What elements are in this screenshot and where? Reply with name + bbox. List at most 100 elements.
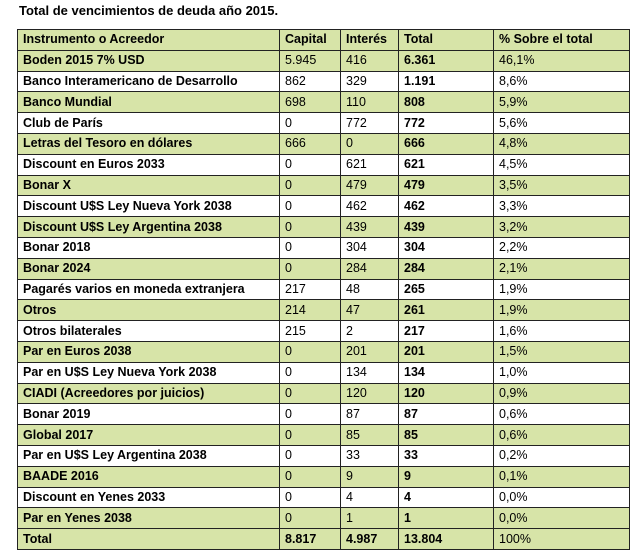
total-cell: 304 bbox=[398, 236, 494, 259]
capital-cell: 0 bbox=[279, 257, 341, 280]
interes-cell: 47 bbox=[340, 299, 399, 322]
total-capital-cell: 8.817 bbox=[279, 528, 341, 550]
interes-cell: 621 bbox=[340, 153, 399, 176]
interes-cell: 87 bbox=[340, 403, 399, 426]
interes-cell: 0 bbox=[340, 132, 399, 155]
column-header-percent: % Sobre el total bbox=[493, 29, 630, 51]
total-cell: 284 bbox=[398, 257, 494, 280]
interes-cell: 110 bbox=[340, 91, 399, 114]
total-cell: 462 bbox=[398, 195, 494, 218]
capital-cell: 0 bbox=[279, 361, 341, 384]
percent-cell: 4,5% bbox=[493, 153, 630, 176]
capital-cell: 5.945 bbox=[279, 49, 341, 72]
instrument-name-cell: Pagarés varios en moneda extranjera bbox=[17, 278, 280, 301]
capital-cell: 0 bbox=[279, 424, 341, 446]
table-row: Pagarés varios en moneda extranjera 217 48… bbox=[17, 278, 630, 301]
table-header-row: Instrumento o Acreedor Capital Interés T… bbox=[17, 29, 630, 51]
total-cell: 666 bbox=[398, 132, 494, 155]
instrument-name-cell: Bonar X bbox=[17, 174, 280, 197]
capital-cell: 0 bbox=[279, 486, 341, 509]
instrument-name-cell: Bonar 2019 bbox=[17, 403, 280, 426]
interes-cell: 439 bbox=[340, 216, 399, 238]
interes-cell: 120 bbox=[340, 382, 399, 405]
capital-cell: 0 bbox=[279, 382, 341, 405]
total-cell: 1.191 bbox=[398, 70, 494, 93]
total-cell: 808 bbox=[398, 91, 494, 114]
table-row: Bonar 2019 0 87 87 0,6% bbox=[17, 403, 630, 426]
interes-cell: 329 bbox=[340, 70, 399, 93]
table-row: Letras del Tesoro en dólares 666 0 666 4,8% bbox=[17, 132, 630, 155]
table-row: Par en Yenes 2038 0 1 1 0,0% bbox=[17, 507, 630, 530]
total-label-cell: Total bbox=[17, 528, 280, 550]
total-cell: 6.361 bbox=[398, 49, 494, 72]
table-row: Bonar 2024 0 284 284 2,1% bbox=[17, 257, 630, 280]
percent-cell: 5,6% bbox=[493, 112, 630, 134]
instrument-name-cell: Discount en Yenes 2033 bbox=[17, 486, 280, 509]
table-row: Otros 214 47 261 1,9% bbox=[17, 299, 630, 322]
capital-cell: 862 bbox=[279, 70, 341, 93]
interes-cell: 33 bbox=[340, 444, 399, 467]
interes-cell: 1 bbox=[340, 507, 399, 530]
capital-cell: 0 bbox=[279, 465, 341, 488]
instrument-name-cell: Discount en Euros 2033 bbox=[17, 153, 280, 176]
percent-cell: 1,6% bbox=[493, 320, 630, 342]
capital-cell: 0 bbox=[279, 507, 341, 530]
capital-cell: 214 bbox=[279, 299, 341, 322]
table-row: Otros bilaterales 215 2 217 1,6% bbox=[17, 320, 630, 342]
column-header-total: Total bbox=[398, 29, 494, 51]
percent-cell: 1,5% bbox=[493, 340, 630, 363]
interes-cell: 479 bbox=[340, 174, 399, 197]
interes-cell: 462 bbox=[340, 195, 399, 218]
total-percent-cell: 100% bbox=[493, 528, 630, 550]
document-title: Total de vencimientos de deuda año 2015. bbox=[19, 3, 279, 18]
table-row: BAADE 2016 0 9 9 0,1% bbox=[17, 465, 630, 488]
percent-cell: 46,1% bbox=[493, 49, 630, 72]
total-cell: 85 bbox=[398, 424, 494, 446]
table-row: Discount en Euros 2033 0 621 621 4,5% bbox=[17, 153, 630, 176]
percent-cell: 0,0% bbox=[493, 486, 630, 509]
table-row: Par en U$S Ley Nueva York 2038 0 134 134 1,0… bbox=[17, 361, 630, 384]
percent-cell: 0,1% bbox=[493, 465, 630, 488]
total-cell: 265 bbox=[398, 278, 494, 301]
percent-cell: 0,6% bbox=[493, 424, 630, 446]
column-header-capital: Capital bbox=[279, 29, 341, 51]
interes-cell: 134 bbox=[340, 361, 399, 384]
interes-cell: 304 bbox=[340, 236, 399, 259]
table-row: Boden 2015 7% USD 5.945 416 6.361 46,1% bbox=[17, 49, 630, 72]
interes-cell: 2 bbox=[340, 320, 399, 342]
percent-cell: 2,1% bbox=[493, 257, 630, 280]
interes-cell: 416 bbox=[340, 49, 399, 72]
percent-cell: 1,9% bbox=[493, 299, 630, 322]
instrument-name-cell: Otros bilaterales bbox=[17, 320, 280, 342]
table-total-row: Total 8.817 4.987 13.804 100% bbox=[17, 528, 630, 550]
total-cell: 9 bbox=[398, 465, 494, 488]
percent-cell: 0,0% bbox=[493, 507, 630, 530]
instrument-name-cell: CIADI (Acreedores por juicios) bbox=[17, 382, 280, 405]
interes-cell: 48 bbox=[340, 278, 399, 301]
capital-cell: 0 bbox=[279, 195, 341, 218]
interes-cell: 4 bbox=[340, 486, 399, 509]
table-row: Par en U$S Ley Argentina 2038 0 33 33 0,2% bbox=[17, 444, 630, 467]
total-interes-cell: 4.987 bbox=[340, 528, 399, 550]
capital-cell: 0 bbox=[279, 403, 341, 426]
table-row: Club de París 0 772 772 5,6% bbox=[17, 112, 630, 134]
percent-cell: 0,2% bbox=[493, 444, 630, 467]
capital-cell: 698 bbox=[279, 91, 341, 114]
total-cell: 772 bbox=[398, 112, 494, 134]
capital-cell: 0 bbox=[279, 340, 341, 363]
table-row: Par en Euros 2038 0 201 201 1,5% bbox=[17, 340, 630, 363]
table-row: Banco Interamericano de Desarrollo 862 329… bbox=[17, 70, 630, 93]
instrument-name-cell: Letras del Tesoro en dólares bbox=[17, 132, 280, 155]
interes-cell: 284 bbox=[340, 257, 399, 280]
instrument-name-cell: Club de París bbox=[17, 112, 280, 134]
column-header-instrumento: Instrumento o Acreedor bbox=[17, 29, 280, 51]
capital-cell: 0 bbox=[279, 174, 341, 197]
total-cell: 1 bbox=[398, 507, 494, 530]
total-total-cell: 13.804 bbox=[398, 528, 494, 550]
instrument-name-cell: Global 2017 bbox=[17, 424, 280, 446]
instrument-name-cell: Banco Interamericano de Desarrollo bbox=[17, 70, 280, 93]
table-body: Boden 2015 7% USD 5.945 416 6.361 46,1% Banco… bbox=[17, 49, 630, 530]
total-cell: 261 bbox=[398, 299, 494, 322]
instrument-name-cell: Par en U$S Ley Argentina 2038 bbox=[17, 444, 280, 467]
capital-cell: 0 bbox=[279, 112, 341, 134]
